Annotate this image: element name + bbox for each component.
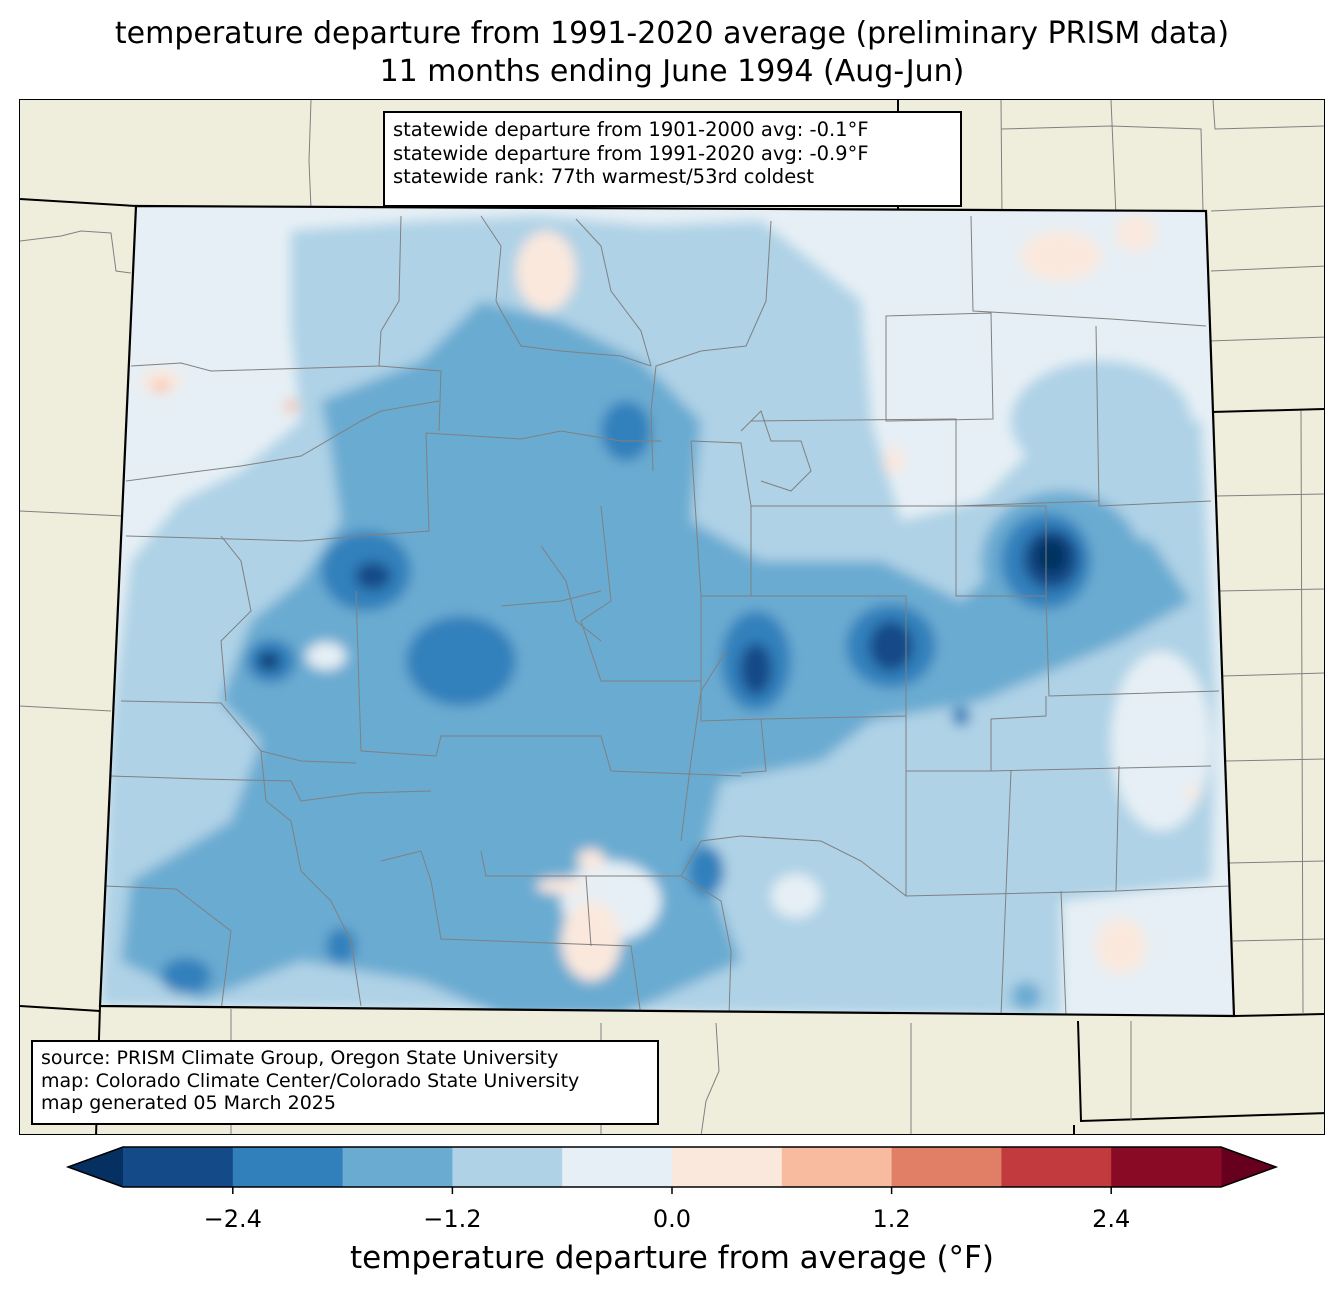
title-line-1: temperature departure from 1991-2020 ave…	[114, 16, 1230, 51]
colorbar-segment	[232, 1147, 344, 1187]
title-line-2: 11 months ending June 1994 (Aug-Jun)	[379, 54, 965, 89]
source-line-1: source: PRISM Climate Group, Oregon Stat…	[41, 1047, 559, 1069]
colorbar-segment	[342, 1147, 453, 1187]
colorbar-segment	[1001, 1147, 1112, 1187]
neighbor-county-lines	[20, 100, 1324, 1134]
colorbar-label: temperature departure from average (°F)	[350, 1240, 994, 1276]
county-boundaries	[104, 215, 1230, 1016]
statewide-stats-box: statewide departure from 1901-2000 avg: …	[383, 111, 962, 207]
source-line-3: map generated 05 March 2025	[41, 1092, 336, 1114]
colorbar-outline	[65, 1146, 1279, 1188]
colorbar-tick-label: 2.4	[1092, 1205, 1131, 1233]
colorbar-segment	[672, 1147, 783, 1187]
colorado-state-outline	[98, 204, 1236, 1018]
colorbar-tick-label: −1.2	[423, 1205, 482, 1233]
temperature-departure-field	[100, 206, 1234, 1016]
colorbar-segment	[562, 1147, 673, 1187]
colorbar-under-extend	[68, 1147, 123, 1187]
stats-line-1: statewide departure from 1901-2000 avg: …	[393, 118, 869, 141]
stats-line-3: statewide rank: 77th warmest/53rd coldes…	[393, 165, 814, 188]
colorbar	[65, 1146, 1279, 1194]
colorbar-tick-label: 1.2	[872, 1205, 911, 1233]
map-canvas	[20, 100, 1324, 1134]
stats-line-2: statewide departure from 1991-2020 avg: …	[393, 141, 869, 165]
colorbar-segment	[891, 1147, 1002, 1187]
colorbar-segment	[123, 1147, 234, 1187]
colorbar-segment	[781, 1147, 893, 1187]
colorbar-tick-label: 0.0	[652, 1205, 692, 1233]
source-box: source: PRISM Climate Group, Oregon Stat…	[31, 1040, 659, 1125]
colorbar-over-extend	[1221, 1147, 1276, 1187]
colorbar-segment	[1111, 1147, 1222, 1187]
source-line-2: map: Colorado Climate Center/Colorado St…	[41, 1069, 580, 1092]
colorbar-tick-label: −2.4	[203, 1205, 262, 1233]
colorbar-segment	[452, 1147, 563, 1187]
map-frame	[19, 99, 1325, 1135]
